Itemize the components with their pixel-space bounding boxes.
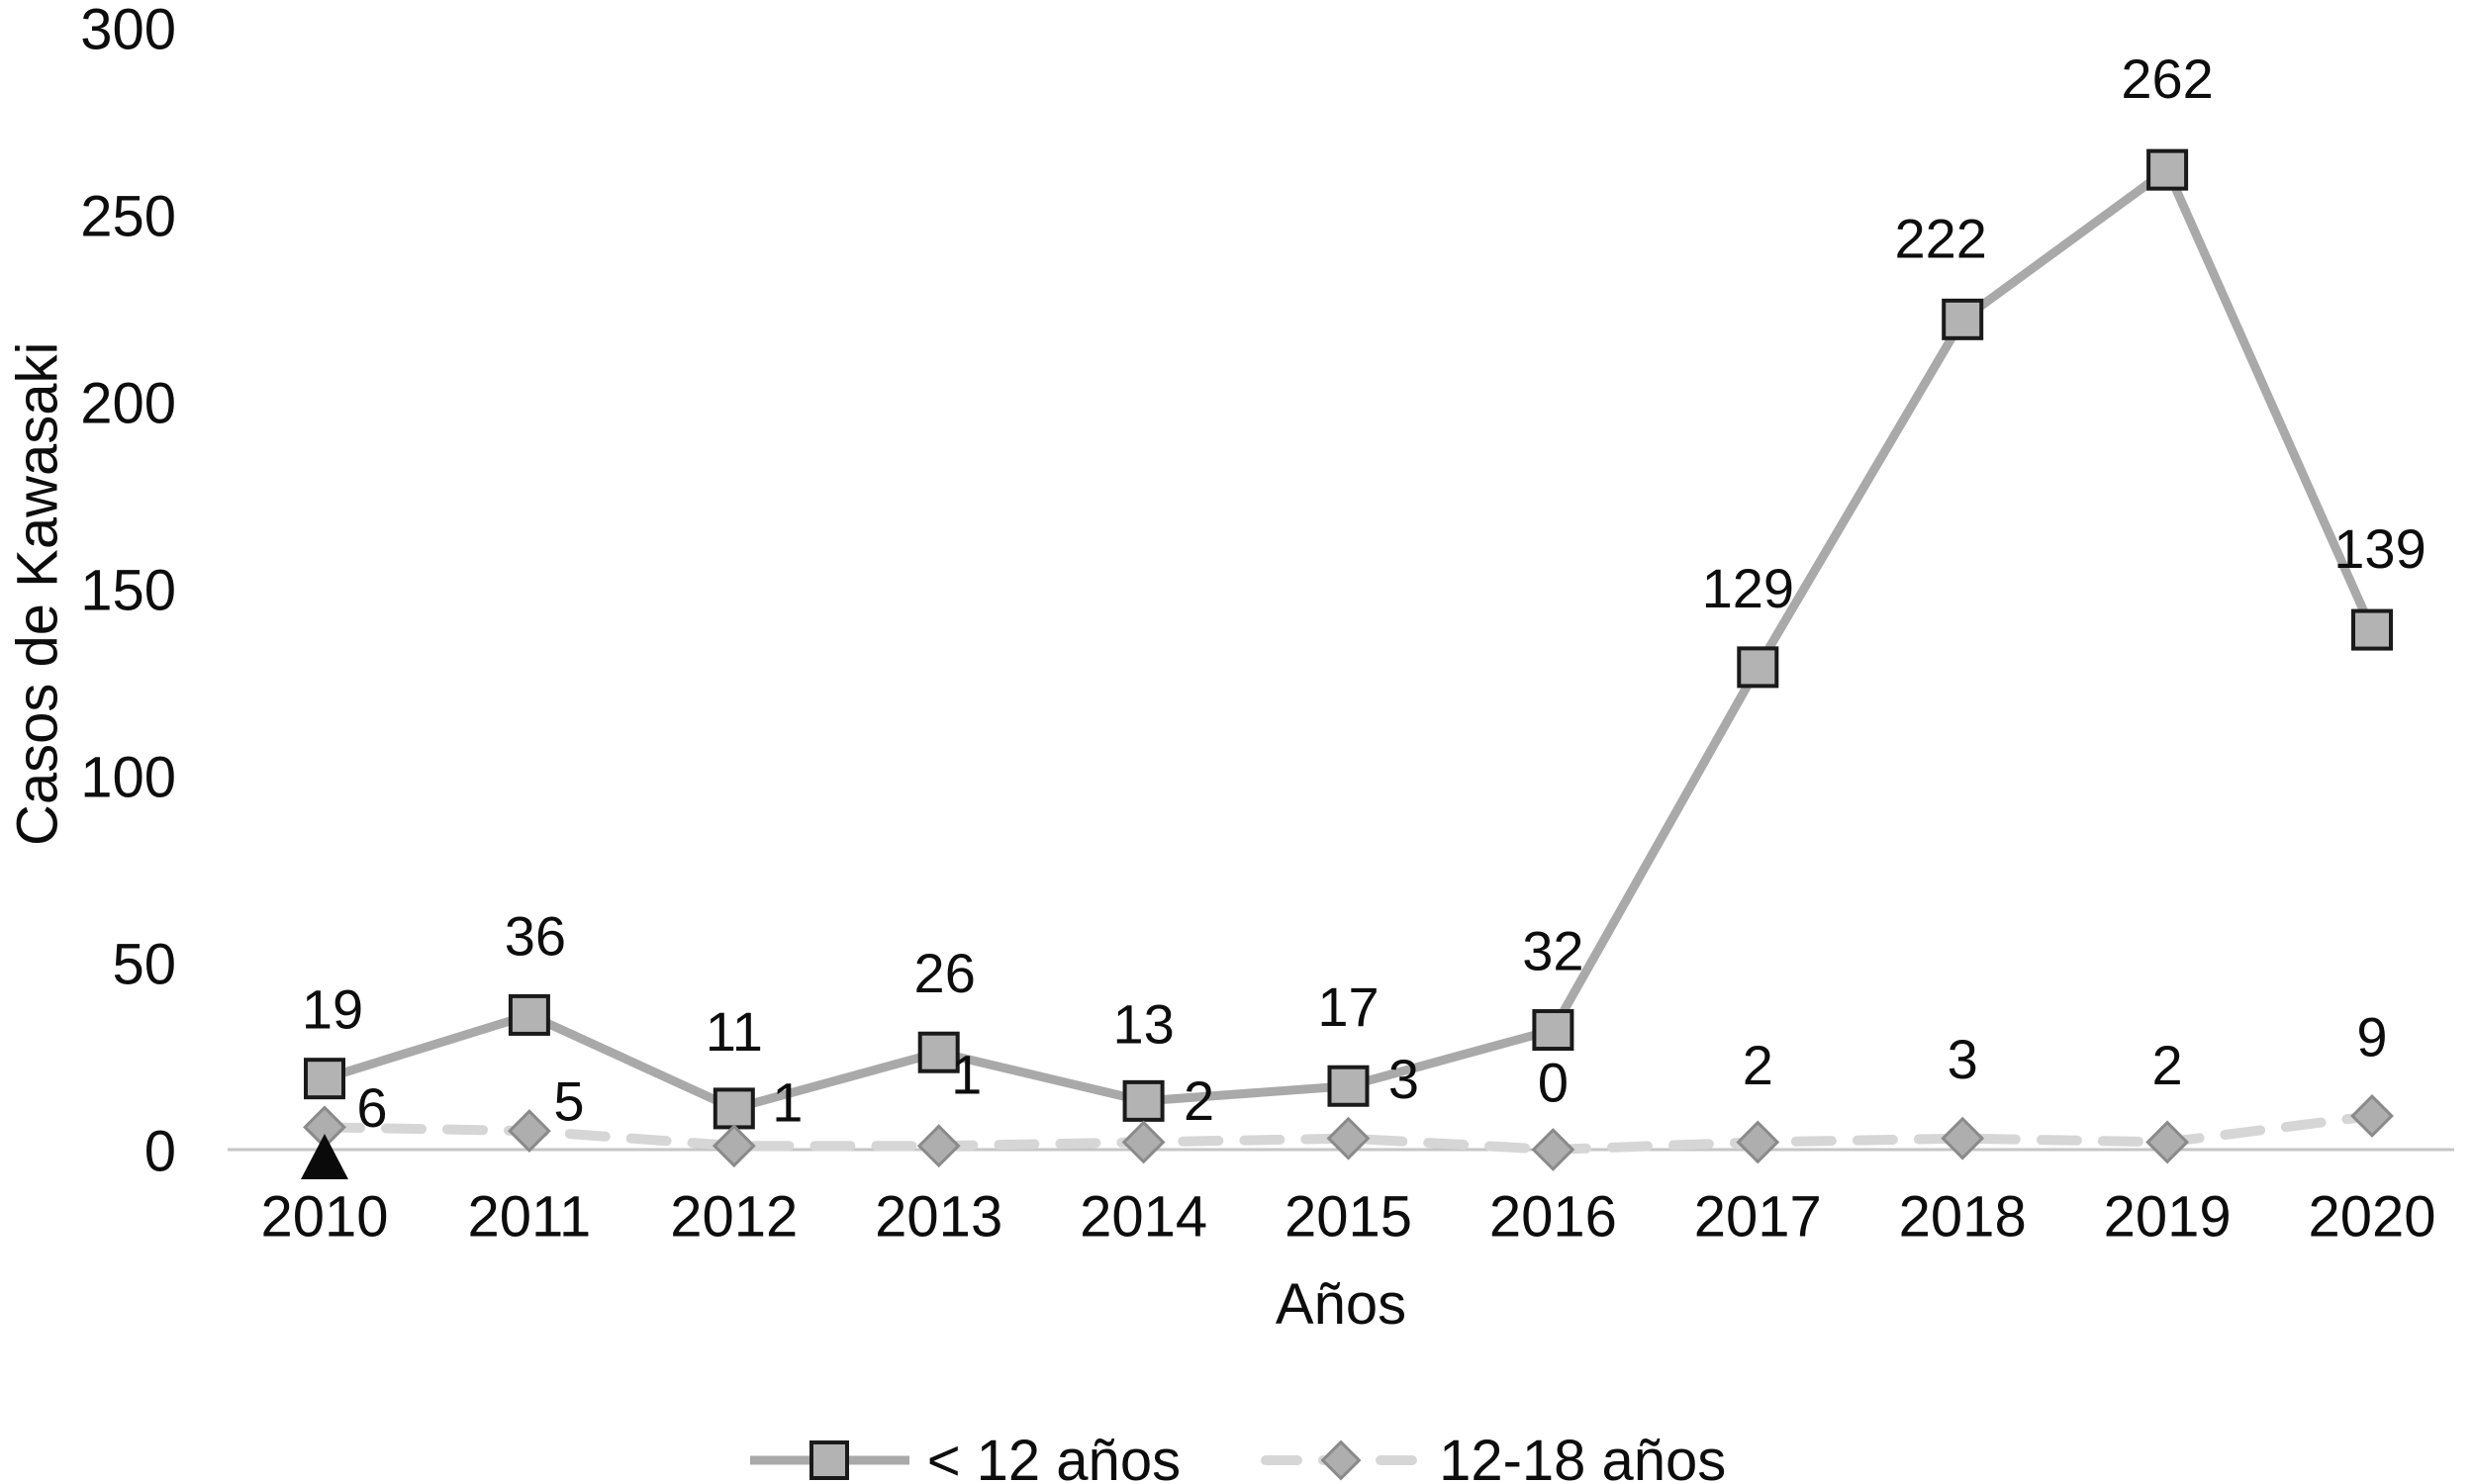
data-label-12-18-2019: 2 bbox=[2152, 1034, 2183, 1096]
diamond-marker-2010 bbox=[303, 1105, 346, 1150]
data-label-12-18-2013: 1 bbox=[951, 1044, 982, 1106]
square-marker-2017 bbox=[1737, 646, 1779, 689]
x-axis-tick-label-2020: 2020 bbox=[2308, 1185, 2435, 1250]
legend: < 12 años 12-18 años bbox=[0, 1423, 2474, 1484]
data-label-12-18-2010: 6 bbox=[356, 1076, 387, 1139]
diamond-marker-2016 bbox=[1531, 1128, 1575, 1171]
diamond-marker-2015 bbox=[1326, 1116, 1371, 1160]
data-label-lt12-2016: 32 bbox=[1522, 920, 1583, 982]
x-axis-tick-label-2019: 2019 bbox=[2104, 1185, 2232, 1250]
legend-item-lt12: < 12 años bbox=[748, 1428, 1181, 1484]
legend-swatch-dashed-line-diamond-icon bbox=[1261, 1439, 1423, 1481]
data-label-lt12-2017: 129 bbox=[1702, 557, 1794, 619]
x-axis-tick-label-2010: 2010 bbox=[260, 1185, 388, 1250]
data-label-lt12-2012: 11 bbox=[706, 1000, 763, 1063]
square-marker-2010 bbox=[304, 1058, 345, 1100]
square-marker-2014 bbox=[1122, 1079, 1165, 1122]
y-axis-tick-label-50: 50 bbox=[112, 933, 176, 997]
legend-diamond-marker-icon bbox=[1320, 1439, 1362, 1481]
diamond-marker-2018 bbox=[1941, 1116, 1985, 1160]
square-marker-2018 bbox=[1942, 298, 1984, 340]
data-label-12-18-2020: 9 bbox=[2356, 1005, 2387, 1067]
x-axis-tick-label-2016: 2016 bbox=[1489, 1185, 1617, 1250]
x-axis-tick-label-2013: 2013 bbox=[875, 1185, 1002, 1250]
square-marker-2019 bbox=[2146, 148, 2189, 191]
legend-swatch-solid-line-square-icon bbox=[749, 1440, 909, 1480]
y-axis-tick-label-0: 0 bbox=[144, 1120, 176, 1184]
square-marker-2016 bbox=[1532, 1009, 1574, 1052]
x-axis-tick-label-2018: 2018 bbox=[1899, 1185, 2027, 1250]
diamond-marker-2014 bbox=[1121, 1120, 1166, 1164]
data-label-lt12-2010: 19 bbox=[302, 978, 363, 1041]
diamond-marker-2017 bbox=[1736, 1120, 1780, 1164]
legend-square-marker-icon bbox=[809, 1440, 849, 1480]
y-axis-tick-label-150: 150 bbox=[80, 559, 176, 623]
data-label-lt12-2019: 262 bbox=[2121, 47, 2213, 110]
square-marker-2012 bbox=[713, 1087, 755, 1130]
y-axis-tick-label-200: 200 bbox=[80, 372, 176, 436]
data-label-lt12-2018: 222 bbox=[1894, 207, 1986, 269]
x-axis-tick-label-2017: 2017 bbox=[1694, 1185, 1822, 1250]
data-label-12-18-2016: 0 bbox=[1538, 1052, 1569, 1114]
data-label-lt12-2013: 26 bbox=[914, 942, 976, 1004]
triangle-annotation-2010 bbox=[301, 1134, 348, 1179]
diamond-marker-2020 bbox=[2350, 1094, 2394, 1138]
square-marker-2020 bbox=[2351, 608, 2393, 651]
series-line-lt12 bbox=[323, 165, 2377, 1113]
data-label-12-18-2012: 1 bbox=[772, 1071, 803, 1134]
y-axis-tick-label-300: 300 bbox=[80, 0, 176, 62]
x-axis-tick-label-2014: 2014 bbox=[1080, 1185, 1207, 1250]
diamond-marker-2012 bbox=[712, 1124, 756, 1168]
square-marker-2015 bbox=[1327, 1065, 1370, 1107]
y-axis-tick-label-100: 100 bbox=[80, 746, 176, 810]
square-marker-2013 bbox=[917, 1031, 960, 1073]
diamond-marker-2011 bbox=[507, 1109, 551, 1154]
data-label-12-18-2011: 5 bbox=[553, 1070, 584, 1133]
y-axis-tick-label-250: 250 bbox=[80, 185, 176, 249]
data-label-12-18-2018: 3 bbox=[1948, 1028, 1978, 1090]
series-line-12-18 bbox=[320, 1110, 2377, 1155]
diamond-marker-2019 bbox=[2145, 1120, 2190, 1164]
legend-label-lt12: < 12 años bbox=[926, 1428, 1182, 1484]
x-axis-tick-label-2011: 2011 bbox=[468, 1185, 592, 1250]
diamond-marker-2013 bbox=[916, 1124, 961, 1168]
x-axis-title: Años bbox=[1275, 1272, 1407, 1337]
x-axis-tick-label-2012: 2012 bbox=[670, 1185, 798, 1250]
square-marker-2011 bbox=[508, 993, 550, 1036]
data-label-12-18-2015: 3 bbox=[1388, 1048, 1419, 1110]
data-label-lt12-2011: 36 bbox=[505, 904, 566, 967]
legend-label-12-18: 12-18 años bbox=[1439, 1428, 1727, 1484]
data-label-12-18-2014: 2 bbox=[1184, 1069, 1214, 1132]
data-label-lt12-2015: 17 bbox=[1317, 975, 1379, 1038]
legend-item-12-18: 12-18 años bbox=[1260, 1428, 1726, 1484]
y-axis-title: Casos de Kawasaki bbox=[5, 341, 70, 846]
data-label-lt12-2014: 13 bbox=[1112, 992, 1174, 1055]
data-label-lt12-2020: 139 bbox=[2333, 517, 2426, 580]
x-axis-tick-label-2015: 2015 bbox=[1285, 1185, 1412, 1250]
data-label-12-18-2017: 2 bbox=[1743, 1034, 1773, 1096]
